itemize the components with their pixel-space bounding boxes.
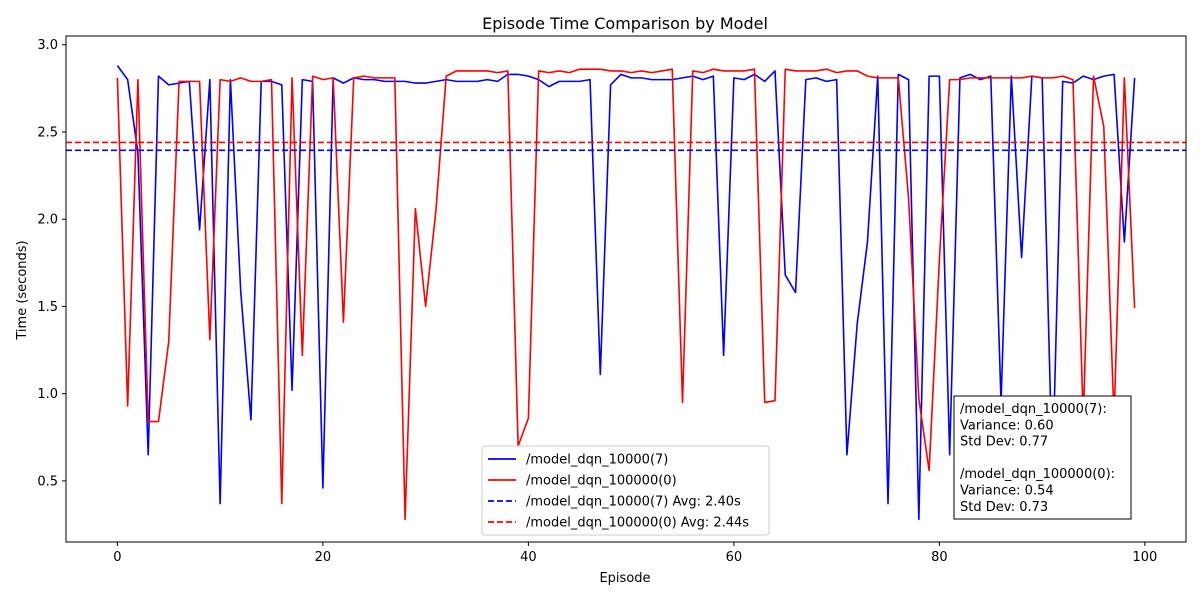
- stats-line-0: /model_dqn_10000(7):: [960, 402, 1107, 417]
- x-axis-label: Episode: [599, 571, 650, 586]
- stats-line-1: Variance: 0.60: [960, 418, 1054, 433]
- stats-line-6: Std Dev: 0.73: [960, 500, 1048, 515]
- stats-line-5: Variance: 0.54: [960, 484, 1054, 499]
- x-tick-label-0: 0: [113, 550, 121, 565]
- y-tick-label-4: 2.5: [37, 125, 58, 140]
- stats-box: /model_dqn_10000(7):Variance: 0.60 Std De…: [953, 395, 1132, 520]
- series-layer: [116, 65, 1136, 521]
- legend: /model_dqn_10000(7) /model_dqn_100000(0) /…: [481, 445, 770, 536]
- chart-title: Episode Time Comparison by Model: [482, 14, 768, 33]
- y-axis-label: Time (seconds): [15, 240, 30, 340]
- legend-frame: [481, 445, 770, 536]
- x-tick-label-1: 20: [315, 550, 332, 565]
- y-tick-label-3: 2.0: [37, 213, 58, 228]
- x-tick-label-4: 80: [931, 550, 948, 565]
- stats-box-frame: [953, 395, 1132, 520]
- legend-label-1: /model_dqn_100000(0): [526, 474, 677, 489]
- average-lines: [66, 141, 1186, 152]
- series-line-0: [116, 65, 1136, 521]
- legend-label-2: /model_dqn_10000(7) Avg: 2.40s: [526, 495, 741, 510]
- y-tick-label-2: 1.5: [37, 300, 58, 315]
- x-tick-label-5: 100: [1132, 550, 1157, 565]
- y-tick-label-1: 1.0: [37, 387, 58, 402]
- x-tick-label-2: 40: [520, 550, 537, 565]
- plot-area-frame: [65, 35, 1187, 543]
- y-tick-label-5: 3.0: [37, 38, 58, 53]
- series-line-1: [116, 68, 1136, 521]
- legend-label-3: /model_dqn_100000(0) Avg: 2.44s: [526, 516, 749, 531]
- y-tick-label-0: 0.5: [37, 474, 58, 489]
- stats-line-2: Std Dev: 0.77: [960, 435, 1048, 450]
- axis-ticks: 0 20 40 60 80 100 0.5 1.0 1.5 2.0 2.5 3.0: [37, 38, 1157, 565]
- legend-label-0: /model_dqn_10000(7): [526, 453, 668, 468]
- x-tick-label-3: 60: [726, 550, 743, 565]
- stats-line-4: /model_dqn_100000(0):: [960, 467, 1115, 482]
